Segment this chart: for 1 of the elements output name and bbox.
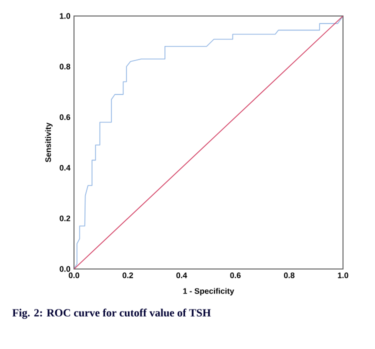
caption: Fig. 2: ROC curve for cutoff value of TSH — [12, 308, 211, 319]
